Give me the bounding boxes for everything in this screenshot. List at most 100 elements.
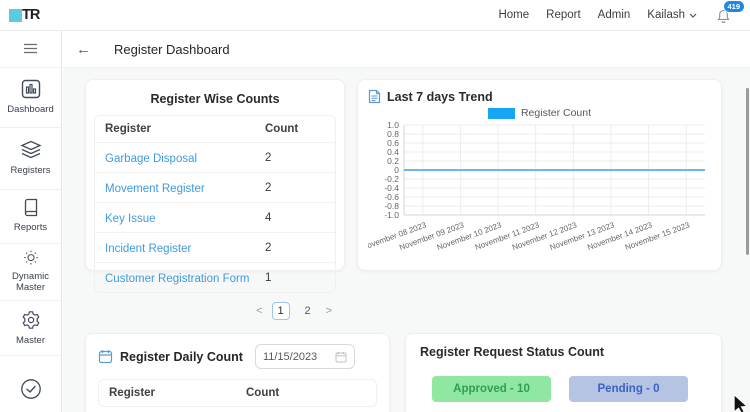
legend-label: Register Count <box>520 107 592 119</box>
register-daily-count-card: Register Daily Count 11/15/2023 Register… <box>85 333 390 412</box>
svg-text:0.2: 0.2 <box>387 156 399 166</box>
table-header-row: Register Count <box>95 116 335 142</box>
card-title: Register Daily Count <box>120 349 243 364</box>
table-row: Movement Register 2 <box>95 172 335 202</box>
pagination-page-2[interactable]: 2 <box>304 305 311 317</box>
sidebar-item-label: Reports <box>13 222 48 234</box>
sidebar-item-label: Registers <box>10 164 51 176</box>
status-badges: Approved - 10 Pending - 0 <box>420 376 707 402</box>
top-card-row: Register Wise Counts Register Count Garb… <box>85 79 750 320</box>
svg-text:-0.6: -0.6 <box>384 192 399 202</box>
chart-title-row: Last 7 days Trend <box>368 89 711 104</box>
gear-icon <box>22 311 39 329</box>
svg-text:0: 0 <box>394 165 399 175</box>
date-value: 11/15/2023 <box>262 350 318 363</box>
logo-text: TR <box>22 7 40 23</box>
date-picker-input[interactable]: 11/15/2023 <box>254 344 355 369</box>
notification-bell[interactable]: 419 <box>716 0 745 24</box>
check-circle-icon <box>20 379 41 399</box>
sidebar-item-reports[interactable]: Reports <box>0 190 61 245</box>
hamburger-menu-icon <box>24 44 37 54</box>
sidebar-item-dashboard[interactable]: Dashboard <box>0 67 61 128</box>
column-header-register: Register <box>105 123 152 135</box>
nav-item-admin[interactable]: Admin <box>597 9 631 21</box>
last-7-days-trend-card: Last 7 days Trend Register Count 1.0 0.8 0… <box>357 79 722 271</box>
svg-text:1.0: 1.0 <box>387 120 399 130</box>
column-header-count: Count <box>265 123 299 135</box>
sidebar-item-approvals[interactable] <box>0 366 61 412</box>
approved-status-badge[interactable]: Approved - 10 <box>432 376 551 402</box>
chevron-down-icon <box>689 13 697 18</box>
sidebar-item-registers[interactable]: Registers <box>0 128 61 190</box>
app-logo[interactable]: TR <box>9 7 40 23</box>
column-header-count: Count <box>246 387 280 399</box>
daily-count-table: Register Count <box>98 379 377 407</box>
daily-count-header: Register Daily Count 11/15/2023 <box>98 344 377 369</box>
pagination: < 1 2 > <box>94 302 336 320</box>
sidebar-spacer <box>0 356 61 366</box>
table-row: Key Issue 4 <box>95 202 335 232</box>
pagination-prev-icon[interactable]: < <box>256 305 263 317</box>
card-title: Register Wise Counts <box>150 92 280 106</box>
svg-text:0.4: 0.4 <box>387 147 399 157</box>
table-row: Customer Registration Form 1 <box>95 262 335 292</box>
calendar-small-icon <box>335 351 347 362</box>
nav-item-report[interactable]: Report <box>546 9 581 21</box>
notification-count-badge: 419 <box>723 0 745 13</box>
page-titlebar: ← Register Dashboard <box>63 31 750 68</box>
table-row: Garbage Disposal 2 <box>95 142 335 172</box>
column-header-register: Register <box>109 387 156 399</box>
svg-text:-1.0: -1.0 <box>384 210 399 220</box>
sidebar-item-dynamic-master[interactable]: Dynamic Master <box>0 244 61 302</box>
svg-text:-0.8: -0.8 <box>384 201 399 211</box>
top-nav: Home Report Admin Kailash 419 <box>498 0 745 24</box>
register-count: 2 <box>265 151 272 164</box>
sidebar-item-label: Dashboard <box>7 103 54 115</box>
sidebar-item-label: Dynamic Master <box>12 270 49 294</box>
register-request-status-card: Register Request Status Count Approved -… <box>405 333 722 412</box>
pagination-next-icon[interactable]: > <box>325 305 332 317</box>
register-count: 1 <box>265 271 272 284</box>
top-header: TR Home Report Admin Kailash 419 <box>0 0 750 31</box>
svg-text:-0.2: -0.2 <box>384 174 399 184</box>
back-arrow-icon[interactable]: ← <box>76 40 91 58</box>
user-menu-label: Kailash <box>647 9 685 21</box>
user-menu[interactable]: Kailash <box>647 9 697 21</box>
logo-mark-icon <box>9 8 22 22</box>
book-icon <box>24 199 37 217</box>
svg-text:-0.4: -0.4 <box>384 183 399 193</box>
table-row: Incident Register 2 <box>95 232 335 262</box>
sidebar-item-label: Master <box>15 334 46 346</box>
chart-legend[interactable]: Register Count <box>368 107 711 119</box>
register-link[interactable]: Garbage Disposal <box>105 152 198 165</box>
sidebar-item-master[interactable]: Master <box>0 301 61 357</box>
register-link[interactable]: Movement Register <box>105 182 205 195</box>
calendar-icon <box>98 350 113 364</box>
page-title: Register Dashboard <box>114 41 230 57</box>
sidebar-collapse-toggle[interactable] <box>0 31 61 68</box>
register-link[interactable]: Customer Registration Form <box>105 272 250 285</box>
report-doc-icon <box>368 89 381 104</box>
nav-item-home[interactable]: Home <box>498 9 530 21</box>
main-area: ← Register Dashboard Register Wise Count… <box>63 31 750 412</box>
register-count: 4 <box>265 211 272 224</box>
register-link[interactable]: Incident Register <box>105 242 192 255</box>
bottom-card-row: Register Daily Count 11/15/2023 Register… <box>85 333 750 412</box>
legend-swatch-icon <box>487 107 515 119</box>
layers-icon <box>19 140 42 158</box>
svg-text:November 15 2023: November 15 2023 <box>624 220 692 252</box>
sun-icon <box>23 251 38 265</box>
pagination-page-1[interactable]: 1 <box>271 302 290 320</box>
register-link[interactable]: Key Issue <box>105 212 156 225</box>
chart-title: Last 7 days Trend <box>387 89 493 104</box>
pending-status-badge[interactable]: Pending - 0 <box>569 376 688 402</box>
vertical-scrollbar[interactable] <box>746 88 749 255</box>
table-header-row: Register Count <box>99 380 376 406</box>
register-count: 2 <box>265 181 272 194</box>
sidebar: Dashboard Registers Reports Dynamic Mast… <box>0 31 62 412</box>
svg-text:0.6: 0.6 <box>387 138 399 148</box>
card-title: Register Request Status Count <box>420 345 605 359</box>
register-count: 2 <box>265 241 272 254</box>
bar-chart-icon <box>21 79 40 99</box>
